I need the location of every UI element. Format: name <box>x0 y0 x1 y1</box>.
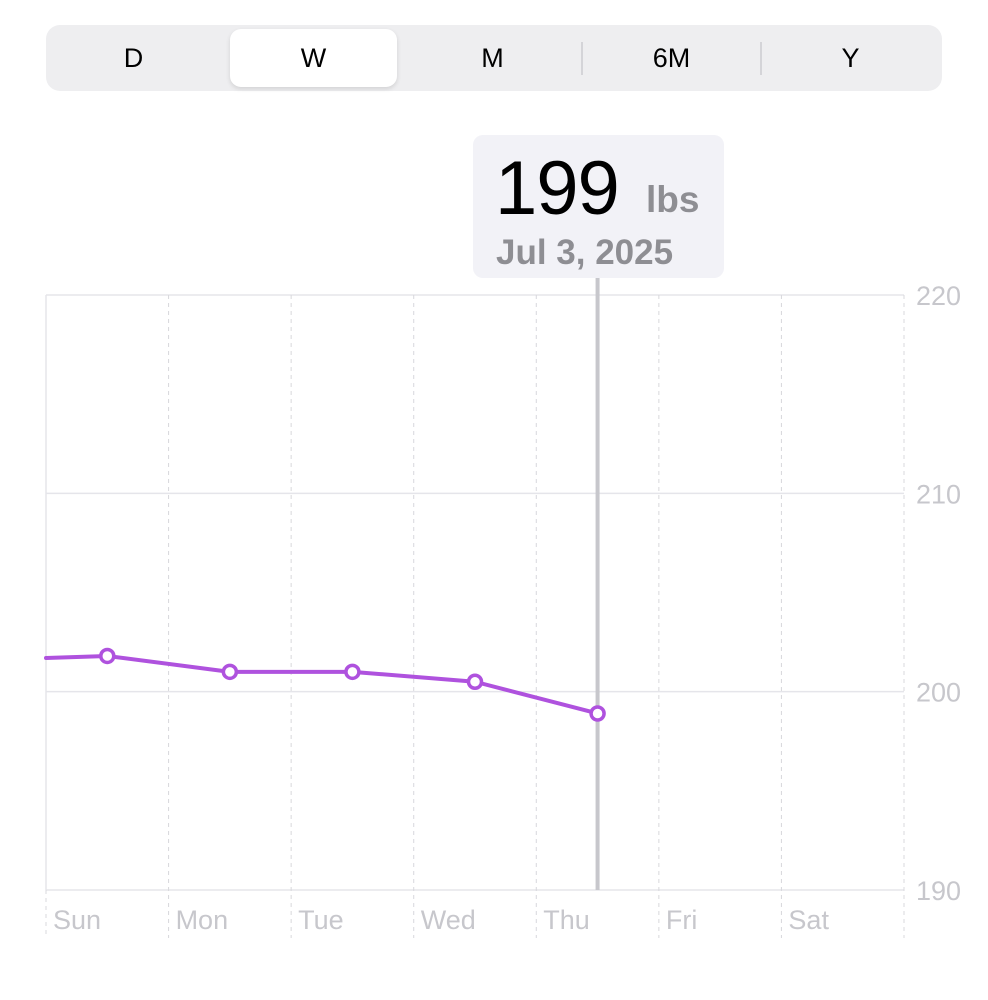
y-tick-label: 200 <box>916 678 961 708</box>
x-tick-label: Sun <box>53 905 101 935</box>
x-tick-label: Sat <box>788 905 829 935</box>
period-option-day[interactable]: D <box>123 42 144 73</box>
period-option-month[interactable]: M <box>481 42 504 73</box>
data-point <box>99 647 116 665</box>
x-tick-label: Fri <box>666 905 697 935</box>
weight-series-line <box>44 653 600 716</box>
x-tick-label: Mon <box>176 905 229 935</box>
callout-value: 199 <box>495 146 620 231</box>
callout-date: Jul 3, 2025 <box>496 233 674 272</box>
y-tick-label: 190 <box>916 876 961 906</box>
period-option-6-months[interactable]: 6M <box>652 42 691 73</box>
selection-callout: 199 lbs Jul 3, 2025 <box>473 135 724 278</box>
data-point <box>221 663 239 681</box>
y-tick-label: 210 <box>916 479 961 509</box>
data-point <box>344 663 361 681</box>
segment-divider <box>581 42 583 75</box>
period-segmented-control: D W M 6M Y <box>46 25 942 91</box>
data-point <box>589 705 606 722</box>
period-option-week[interactable]: W <box>230 29 397 87</box>
x-tick-label: Wed <box>421 905 476 935</box>
x-tick-label: Tue <box>298 905 344 935</box>
y-tick-label: 220 <box>916 281 961 311</box>
period-option-year[interactable]: Y <box>841 42 860 73</box>
callout-unit: lbs <box>646 179 700 220</box>
segment-divider <box>760 42 762 75</box>
data-point <box>466 673 484 690</box>
x-tick-label: Thu <box>543 905 590 935</box>
